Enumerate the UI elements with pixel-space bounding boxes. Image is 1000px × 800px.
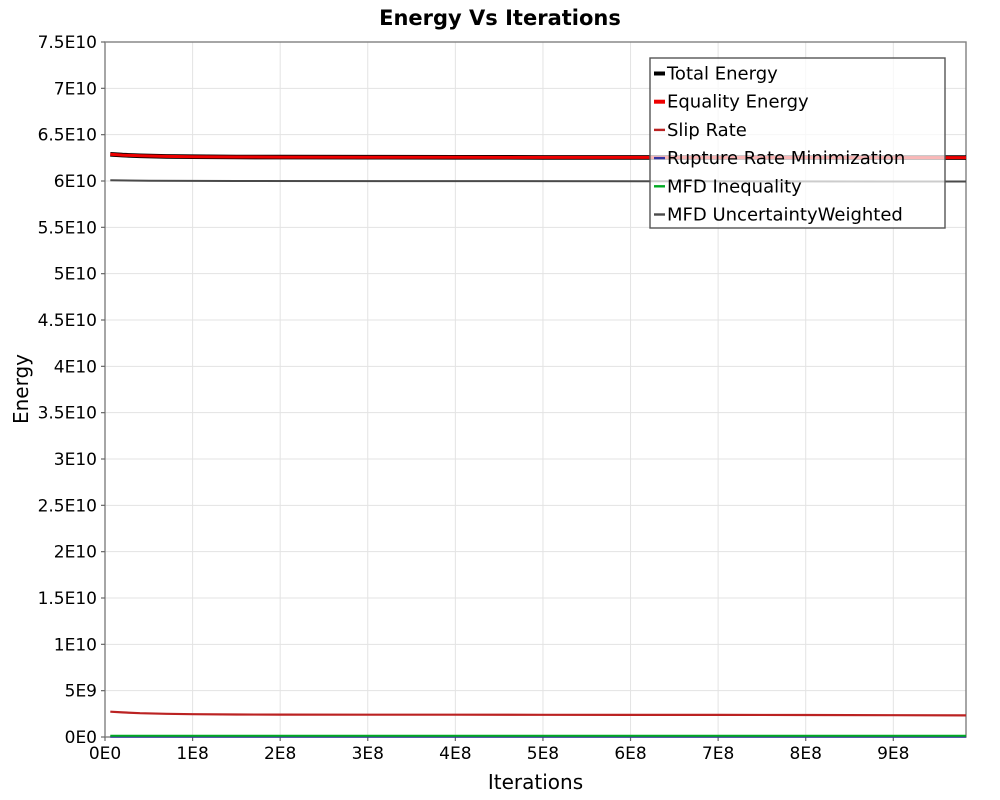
legend-item-equality-energy: Equality Energy (654, 92, 809, 113)
x-tick-label: 3E8 (352, 744, 384, 764)
y-tick-label: 5.5E10 (38, 218, 97, 238)
y-tick-label: 2E10 (54, 543, 97, 563)
x-tick-label: 7E8 (702, 744, 734, 764)
y-axis-label: Energy (9, 353, 33, 425)
y-tick-label: 3.5E10 (38, 404, 97, 424)
y-tick-label: 4E10 (54, 357, 97, 377)
x-tick-label: 2E8 (264, 744, 296, 764)
series-line-mfd-uncertaintyweighted (110, 179, 967, 183)
legend-label: Equality Energy (667, 92, 809, 113)
legend-label: Slip Rate (667, 120, 747, 141)
legend-item-slip-rate: Slip Rate (654, 120, 747, 141)
y-tick-label: 6.5E10 (38, 126, 97, 146)
x-tick-label: 9E8 (877, 744, 909, 764)
legend-label: MFD Inequality (667, 176, 802, 197)
legend-item-mfd-inequality: MFD Inequality (654, 176, 802, 197)
x-tick-label: 8E8 (790, 744, 822, 764)
x-tick-label: 5E8 (527, 744, 559, 764)
legend-item-mfd-uncertaintyweighted: MFD UncertaintyWeighted (654, 205, 903, 226)
x-tick-label: 6E8 (614, 744, 646, 764)
y-tick-label: 6E10 (54, 172, 97, 192)
series-line-slip-rate (110, 710, 967, 717)
x-tick-label: 1E8 (176, 744, 208, 764)
y-tick-label: 1.5E10 (38, 589, 97, 609)
legend-item-total-energy: Total Energy (654, 64, 778, 85)
legend-label: Total Energy (666, 64, 778, 85)
chart-title: Energy Vs Iterations (379, 6, 621, 30)
y-tick-label: 7E10 (54, 79, 97, 99)
legend-label: Rupture Rate Minimization (667, 148, 905, 169)
legend-label: MFD UncertaintyWeighted (667, 205, 903, 226)
y-tick-label: 3E10 (54, 450, 97, 470)
legend: Total Energy Equality Energy Slip Rate Rupt… (649, 57, 946, 229)
y-tick-label: 2.5E10 (38, 496, 97, 516)
y-tick-label: 5E9 (65, 682, 97, 702)
y-tick-label: 7.5E10 (38, 33, 97, 53)
y-tick-label: 4.5E10 (38, 311, 97, 331)
y-tick-label: 5E10 (54, 265, 97, 285)
x-tick-label: 4E8 (439, 744, 471, 764)
legend-box (649, 57, 946, 229)
y-tick-label: 0E0 (65, 728, 97, 748)
legend-item-rupture-rate-minimization: Rupture Rate Minimization (654, 148, 905, 169)
y-tick-label: 1E10 (54, 635, 97, 655)
x-tick-label: 0E0 (89, 744, 121, 764)
x-axis-label: Iterations (487, 770, 584, 794)
